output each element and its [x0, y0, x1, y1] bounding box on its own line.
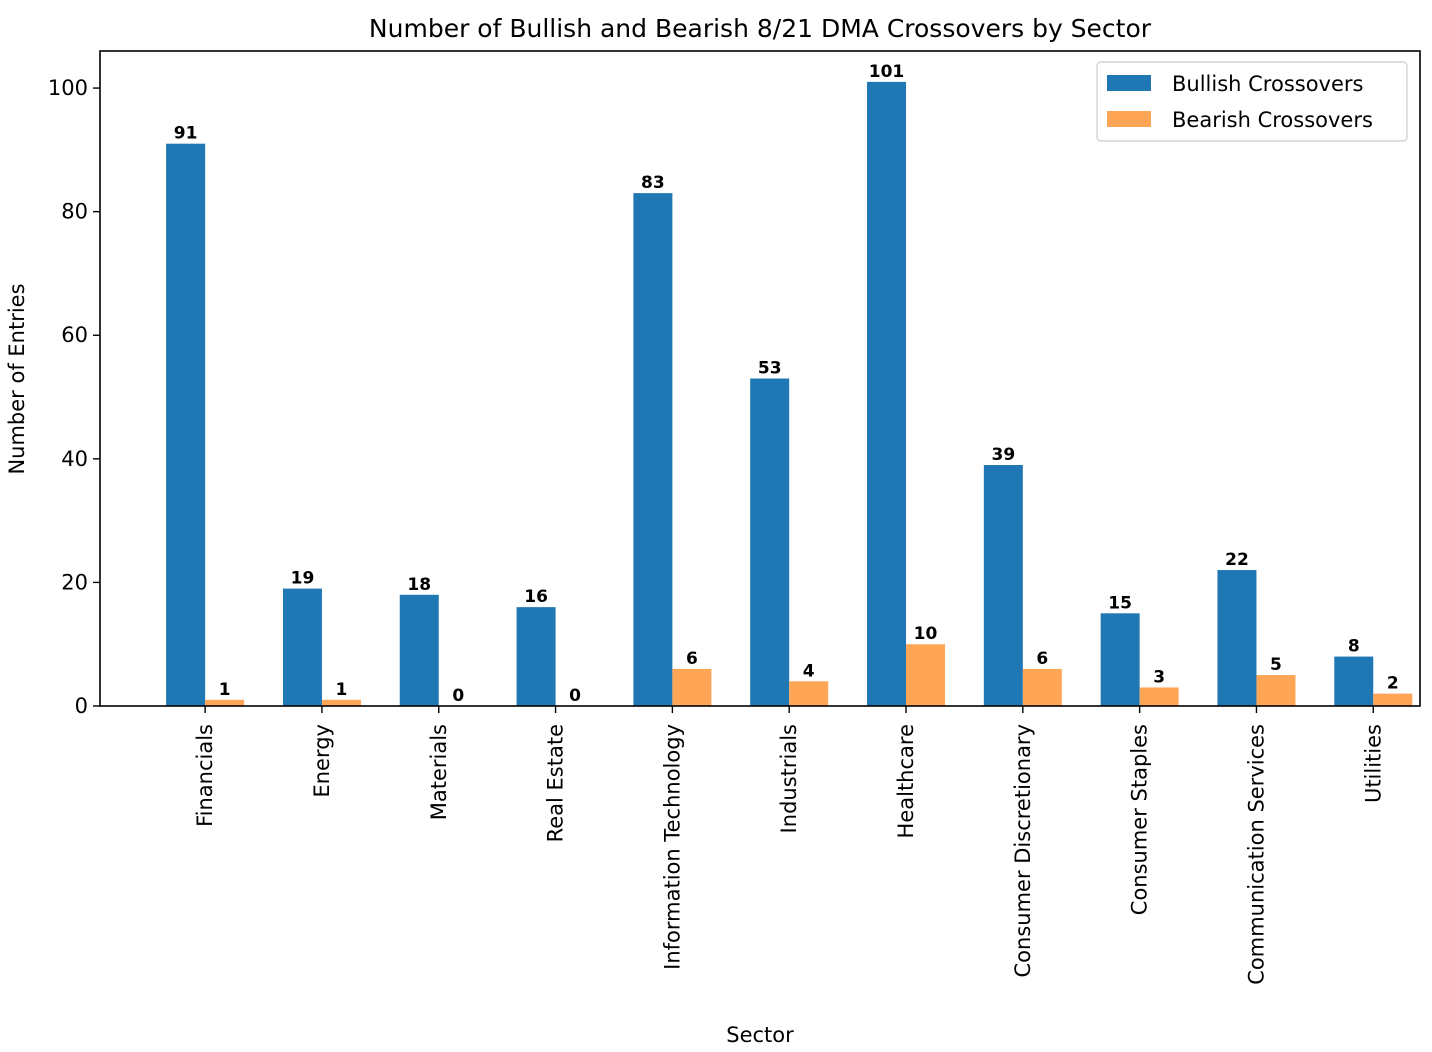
chart-title: Number of Bullish and Bearish 8/21 DMA C…	[369, 14, 1152, 43]
x-tick-label-0: Financials	[193, 724, 217, 827]
legend-swatch-bullish	[1107, 75, 1151, 91]
value-label-bullish-9: 22	[1225, 550, 1249, 570]
x-tick-label-5: Industrials	[777, 724, 801, 833]
x-tick-label-10: Utilities	[1361, 724, 1385, 803]
legend-label-bullish: Bullish Crossovers	[1172, 72, 1363, 96]
bar-bullish-1	[282, 588, 322, 706]
value-label-bullish-3: 16	[524, 587, 548, 607]
x-tick-label-8: Consumer Staples	[1128, 724, 1152, 915]
value-label-bearish-5: 4	[803, 661, 815, 681]
y-tick-label-5: 100	[48, 76, 88, 100]
bar-bearish-0	[205, 699, 245, 706]
value-label-bearish-3: 0	[569, 686, 581, 706]
bar-bullish-9	[1217, 570, 1257, 706]
bar-bearish-7	[1022, 668, 1062, 706]
y-tick-label-2: 40	[61, 447, 88, 471]
value-label-bearish-6: 10	[914, 624, 938, 644]
bar-bearish-8	[1139, 687, 1179, 706]
bar-bullish-4	[633, 193, 673, 707]
value-label-bearish-0: 1	[219, 680, 231, 700]
bar-bearish-4	[672, 668, 712, 706]
x-axis: Financials Energy Materials Real Estate Info…	[193, 706, 1385, 985]
y-tick-label-0: 0	[75, 694, 88, 718]
value-label-bearish-9: 5	[1270, 655, 1282, 675]
value-label-bullish-0: 91	[174, 124, 198, 144]
bar-bearish-10	[1373, 693, 1413, 706]
bar-bullish-6	[867, 81, 907, 706]
value-label-bullish-5: 53	[758, 359, 782, 379]
bar-bullish-5	[750, 378, 790, 706]
y-tick-label-4: 80	[61, 200, 88, 224]
value-label-bearish-2: 0	[452, 686, 464, 706]
x-tick-label-1: Energy	[310, 724, 334, 798]
bar-bearish-6	[906, 644, 946, 706]
bar-bullish-2	[399, 594, 439, 706]
bar-bullish-3	[516, 607, 556, 706]
legend-frame	[1096, 61, 1408, 142]
value-label-bearish-1: 1	[336, 680, 348, 700]
bars-layer	[166, 81, 1413, 707]
value-label-bullish-4: 83	[641, 173, 665, 193]
y-axis: 0 20 40 60 80 100	[48, 76, 100, 718]
x-tick-label-3: Real Estate	[544, 724, 568, 842]
value-label-bullish-2: 18	[407, 575, 431, 595]
x-tick-label-9: Communication Services	[1244, 724, 1268, 985]
bar-bullish-10	[1334, 656, 1374, 706]
value-label-bullish-6: 101	[869, 62, 905, 82]
y-axis-label: Number of Entries	[5, 283, 29, 474]
bar-bullish-7	[983, 465, 1023, 706]
bar-bullish-8	[1100, 613, 1140, 706]
value-label-bullish-8: 15	[1108, 593, 1132, 613]
value-label-bearish-10: 2	[1387, 674, 1399, 694]
value-label-bearish-8: 3	[1153, 667, 1165, 687]
value-label-bullish-1: 19	[291, 569, 315, 589]
x-tick-label-6: Healthcare	[894, 724, 918, 838]
bar-bullish-0	[166, 143, 206, 707]
x-tick-label-2: Materials	[427, 724, 451, 820]
value-label-bearish-4: 6	[686, 649, 698, 669]
y-tick-label-3: 60	[61, 323, 88, 347]
legend-label-bearish: Bearish Crossovers	[1172, 108, 1373, 132]
bar-bearish-5	[789, 681, 829, 706]
legend-swatch-bearish	[1107, 111, 1151, 127]
x-tick-label-7: Consumer Discretionary	[1011, 724, 1035, 978]
value-label-bullish-10: 8	[1348, 637, 1360, 657]
bar-bearish-1	[321, 699, 361, 706]
bar-bearish-9	[1256, 675, 1296, 706]
value-label-bearish-7: 6	[1036, 649, 1048, 669]
x-tick-label-4: Information Technology	[660, 724, 684, 970]
x-axis-label: Sector	[726, 1023, 794, 1047]
y-tick-label-1: 20	[61, 570, 88, 594]
legend: Bullish Crossovers Bearish Crossovers	[1096, 61, 1408, 142]
value-label-bullish-7: 39	[991, 445, 1015, 465]
plot-frame	[99, 50, 1421, 707]
